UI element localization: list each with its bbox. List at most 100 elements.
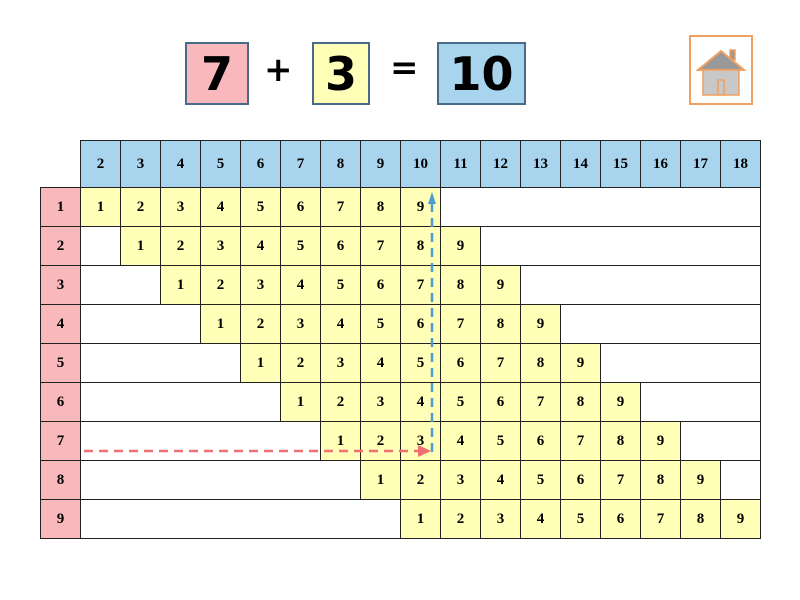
sum-cell: 5	[520, 460, 561, 500]
column-header: 11	[440, 140, 481, 188]
column-header: 2	[80, 140, 121, 188]
empty-cell	[480, 226, 761, 266]
sum-cell: 3	[320, 343, 361, 383]
sum-cell: 4	[480, 460, 521, 500]
sum-cell: 5	[320, 265, 361, 305]
sum-box: 10	[437, 42, 526, 105]
sum-cell: 4	[280, 265, 321, 305]
sum-cell: 4	[400, 382, 441, 422]
sum-cell: 3	[480, 499, 521, 539]
row-label: 1	[40, 187, 81, 227]
sum-cell: 9	[640, 421, 681, 461]
sum-cell: 1	[240, 343, 281, 383]
sum-cell: 7	[600, 460, 641, 500]
home-icon	[695, 49, 747, 96]
column-header: 5	[200, 140, 241, 188]
sum-cell: 3	[280, 304, 321, 344]
sum-cell: 4	[240, 226, 281, 266]
sum-cell: 6	[280, 187, 321, 227]
row-label: 5	[40, 343, 81, 383]
column-header: 12	[480, 140, 521, 188]
column-header: 15	[600, 140, 641, 188]
sum-cell: 8	[600, 421, 641, 461]
sum-cell: 6	[480, 382, 521, 422]
home-button[interactable]	[689, 35, 753, 105]
sum-cell: 4	[320, 304, 361, 344]
empty-cell	[80, 460, 361, 500]
empty-cell	[600, 343, 761, 383]
sum-cell: 9	[600, 382, 641, 422]
sum-cell: 7	[320, 187, 361, 227]
sum-cell: 4	[360, 343, 401, 383]
sum-cell: 2	[120, 187, 161, 227]
column-header: 4	[160, 140, 201, 188]
sum-cell: 1	[120, 226, 161, 266]
empty-cell	[80, 421, 321, 461]
sum-cell: 3	[440, 460, 481, 500]
sum-cell: 1	[280, 382, 321, 422]
sum-cell: 5	[560, 499, 601, 539]
empty-cell	[440, 187, 761, 227]
column-header: 14	[560, 140, 601, 188]
sum-cell: 1	[160, 265, 201, 305]
row-label: 7	[40, 421, 81, 461]
sum-cell: 1	[200, 304, 241, 344]
sum-cell: 2	[160, 226, 201, 266]
sum-cell: 8	[560, 382, 601, 422]
sum-cell: 9	[400, 187, 441, 227]
sum-cell: 2	[440, 499, 481, 539]
column-header: 13	[520, 140, 561, 188]
column-header: 7	[280, 140, 321, 188]
sum-cell: 5	[360, 304, 401, 344]
sum-cell: 3	[160, 187, 201, 227]
empty-cell	[520, 265, 761, 305]
sum-cell: 5	[240, 187, 281, 227]
sum-cell: 9	[440, 226, 481, 266]
sum-cell: 7	[440, 304, 481, 344]
empty-cell	[80, 343, 241, 383]
sum-cell: 9	[720, 499, 761, 539]
row-label: 4	[40, 304, 81, 344]
sum-cell: 2	[320, 382, 361, 422]
empty-cell	[80, 265, 161, 305]
empty-cell	[680, 421, 761, 461]
sum-cell: 8	[440, 265, 481, 305]
row-label: 3	[40, 265, 81, 305]
sum-cell: 5	[400, 343, 441, 383]
sum-cell: 1	[320, 421, 361, 461]
column-header: 6	[240, 140, 281, 188]
row-label: 2	[40, 226, 81, 266]
row-label: 8	[40, 460, 81, 500]
sum-cell: 4	[440, 421, 481, 461]
sum-cell: 8	[520, 343, 561, 383]
sum-cell: 2	[280, 343, 321, 383]
sum-cell: 8	[360, 187, 401, 227]
sum-cell: 5	[480, 421, 521, 461]
sum-cell: 2	[200, 265, 241, 305]
sum-cell: 9	[480, 265, 521, 305]
sum-cell: 2	[240, 304, 281, 344]
sum-cell: 3	[360, 382, 401, 422]
sum-cell: 8	[480, 304, 521, 344]
sum-cell: 6	[560, 460, 601, 500]
column-header: 18	[720, 140, 761, 188]
sum-cell: 1	[80, 187, 121, 227]
addend2-box: 3	[312, 42, 370, 105]
sum-cell: 6	[520, 421, 561, 461]
sum-cell: 6	[400, 304, 441, 344]
sum-cell: 7	[640, 499, 681, 539]
sum-cell: 1	[400, 499, 441, 539]
equals-sign: =	[390, 48, 419, 88]
sum-cell: 6	[360, 265, 401, 305]
empty-cell	[640, 382, 761, 422]
column-header: 3	[120, 140, 161, 188]
empty-cell	[560, 304, 761, 344]
empty-cell	[80, 226, 121, 266]
empty-cell	[720, 460, 761, 500]
column-header: 17	[680, 140, 721, 188]
empty-cell	[80, 304, 201, 344]
sum-cell: 4	[200, 187, 241, 227]
sum-cell: 6	[600, 499, 641, 539]
empty-cell	[80, 499, 401, 539]
sum-cell: 7	[480, 343, 521, 383]
